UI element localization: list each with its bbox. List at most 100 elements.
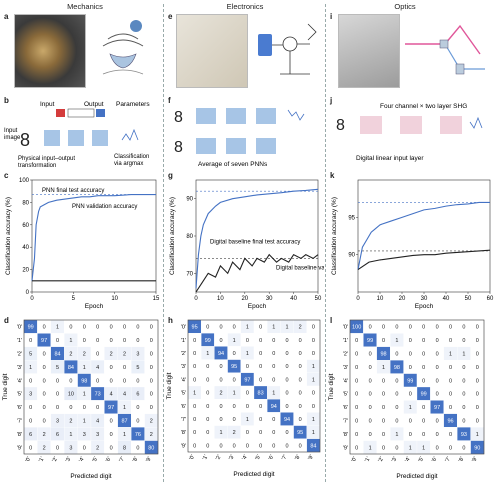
column-title-mechanics: Mechanics [67, 2, 103, 11]
cell-value: 0 [43, 365, 46, 371]
cell-value: 0 [382, 378, 385, 384]
cell-value: 0 [43, 419, 46, 425]
cell-value: 0 [462, 445, 465, 451]
cell-value: 0 [246, 404, 249, 410]
matrix-frame [23, 319, 159, 455]
cell-value: 1 [462, 352, 465, 358]
cell-value: 1 [476, 432, 479, 438]
x-tick-label: 20 [399, 296, 406, 302]
cell-value: 0 [150, 325, 153, 331]
col-label: '2' [377, 456, 385, 463]
cell-value: 2 [96, 445, 99, 451]
cell-value: 0 [29, 338, 32, 344]
cell-value: 94 [218, 351, 224, 357]
cell-value: 10 [68, 392, 74, 398]
col-label: '6' [431, 456, 439, 463]
cell-value: 0 [476, 338, 479, 344]
cell-value: 0 [272, 364, 275, 370]
cell-value: 97 [41, 338, 47, 344]
cell-value: 0 [299, 351, 302, 357]
cell-value: 0 [110, 338, 113, 344]
cell-value: 0 [382, 445, 385, 451]
cell-value: 0 [449, 325, 452, 331]
cell-value: 0 [150, 352, 153, 358]
annotation-0: Digital baseline final test accuracy [210, 239, 300, 245]
cell-value: 0 [150, 378, 153, 384]
cell-value: 99 [407, 378, 413, 384]
cell-value: 0 [246, 391, 249, 397]
cell-value: 0 [285, 443, 288, 449]
y-tick-label: 80 [22, 200, 29, 206]
cell-value: 0 [285, 430, 288, 436]
annotation-0: PNN final test accuracy [42, 188, 104, 194]
y-tick-label: 90 [348, 253, 355, 259]
cell-value: 2 [150, 419, 153, 425]
series-line-1 [195, 253, 319, 293]
cell-value: 0 [369, 432, 372, 438]
optics-illustration [405, 24, 485, 75]
x-tick-label: 15 [153, 296, 160, 302]
y-tick-label: 100 [19, 178, 30, 184]
panel-letter-e: e [168, 12, 173, 21]
cell-value: 0 [462, 338, 465, 344]
cell-value: 1 [206, 351, 209, 357]
cell-value: 2 [110, 352, 113, 358]
cell-value: 0 [369, 352, 372, 358]
confusion-matrix-h: 95 0 0 0 1 0 1 1 2 0 0 99 0 1 0 0 0 0 0 0 0 1 94 0 1 0 0 0 0 0 0 0 0 95 0 0… [166, 319, 321, 478]
cell-value: 0 [219, 338, 222, 344]
cell-value: 0 [449, 445, 452, 451]
cell-value: 0 [96, 405, 99, 411]
cell-value: 0 [110, 445, 113, 451]
col-label: '0' [189, 454, 197, 461]
col-label: '1' [38, 456, 46, 463]
cell-value: 0 [259, 325, 262, 331]
cell-value: 1 [312, 417, 315, 423]
cell-value: 0 [193, 338, 196, 344]
schematic-b-input-image-label: Input image [4, 128, 21, 141]
cell-value: 95 [297, 430, 303, 436]
cell-value: 83 [258, 391, 264, 397]
row-label: '8' [17, 432, 22, 438]
cell-value: 0 [395, 419, 398, 425]
x-tick-label: 60 [487, 296, 494, 302]
y-axis-label: Classification accuracy (%) [331, 197, 338, 275]
cell-value: 95 [192, 325, 198, 331]
cell-value: 0 [409, 392, 412, 398]
column-separator-1 [163, 4, 164, 482]
cell-value: 0 [110, 365, 113, 371]
cell-value: 0 [272, 351, 275, 357]
cell-value: 93 [461, 432, 467, 438]
cell-value: 0 [476, 365, 479, 371]
cell-value: 6 [29, 432, 32, 438]
panel-letter-b: b [4, 96, 9, 105]
cell-value: 4 [96, 419, 99, 425]
cell-value: 2 [123, 352, 126, 358]
cell-value: 0 [285, 364, 288, 370]
cell-value: 0 [369, 392, 372, 398]
cell-value: 0 [382, 419, 385, 425]
y-axis-label: True digit [2, 373, 9, 400]
cell-value: 5 [56, 365, 59, 371]
cell-value: 0 [409, 338, 412, 344]
row-label: '6' [17, 405, 22, 411]
cell-value: 1 [409, 445, 412, 451]
cell-value: 84 [54, 352, 60, 358]
x-axis-label: Predicted digit [396, 473, 437, 480]
cell-value: 0 [96, 338, 99, 344]
col-label: '6' [268, 454, 276, 461]
cell-value: 0 [395, 405, 398, 411]
x-axis-label: Epoch [248, 303, 267, 310]
row-label: '8' [343, 432, 348, 438]
cell-value: 0 [355, 392, 358, 398]
cell-value: 1 [246, 351, 249, 357]
cell-value: 1 [29, 365, 32, 371]
cell-value: 0 [206, 443, 209, 449]
cell-value: 1 [409, 405, 412, 411]
row-label: '7' [181, 417, 186, 423]
schematic-b-parameters-label: Parameters [116, 101, 150, 108]
cell-value: 0 [193, 443, 196, 449]
cell-value: 0 [436, 352, 439, 358]
cell-value: 2 [43, 445, 46, 451]
cell-value: 0 [449, 338, 452, 344]
cell-value: 0 [369, 325, 372, 331]
